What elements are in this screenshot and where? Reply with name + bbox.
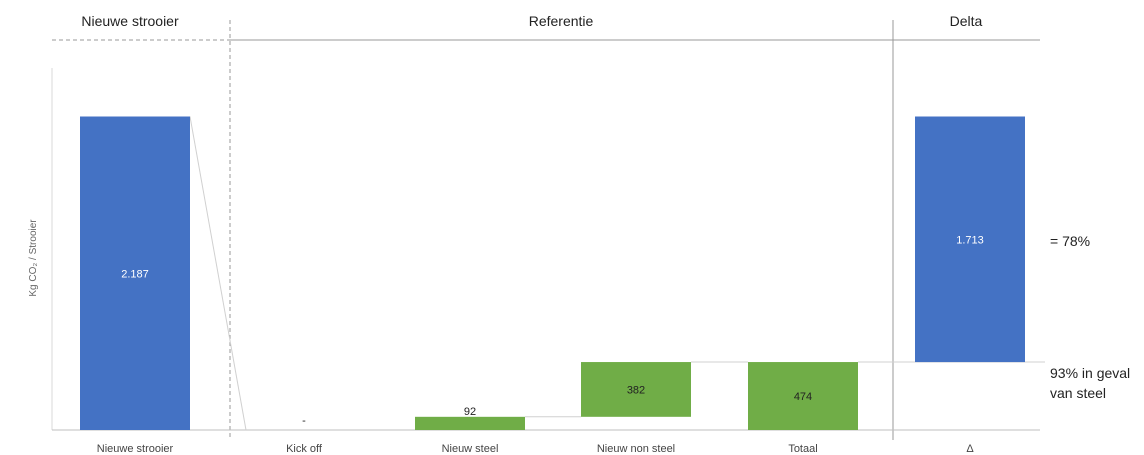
y-axis-label: Kg CO₂ / Strooier [28,219,39,297]
annotation-line: 93% in geval [1050,365,1130,381]
chart-frame [51,20,1040,440]
bar-totaal [748,362,858,430]
x-tick-label-totaal: Totaal [788,443,817,455]
value-label-totaal: 474 [794,391,812,403]
x-tick-labels: Nieuwe strooier Kick off Nieuw steel Nieuw … [97,443,975,455]
value-label-nieuwe-strooier: 2.187 [121,268,149,280]
x-tick-label-nieuw-steel: Nieuw steel [442,443,499,455]
annotation-pct-93: 93% in geval van steel [1050,365,1130,401]
x-tick-label-nieuw-non-steel: Nieuw non steel [597,443,675,455]
bar-delta [915,116,1025,363]
value-labels: 2.187 - 92 382 474 1.713 [121,234,984,427]
value-label-kick-off: - [302,415,306,427]
value-label-nieuw-steel: 92 [464,406,476,418]
annotation-pct-78: = 78% [1050,233,1090,249]
section-header-delta: Delta [950,13,983,29]
section-header-referentie: Referentie [529,13,594,29]
bars [80,116,1025,430]
bar-nieuw-steel [415,416,525,430]
annotation-line: van steel [1050,385,1106,401]
connector-line [189,116,247,431]
x-tick-label-nieuwe-strooier: Nieuwe strooier [97,443,174,455]
annotations: = 78% 93% in geval van steel [1050,233,1130,401]
section-header-nieuwe-strooier: Nieuwe strooier [81,13,179,29]
value-label-nieuw-non-steel: 382 [627,384,645,396]
bar-nieuwe-strooier [80,116,190,430]
x-tick-label-delta: Δ [966,443,974,455]
value-label-delta: 1.713 [956,234,984,246]
x-tick-label-kick-off: Kick off [286,443,323,455]
bar-nieuw-non-steel [581,362,691,417]
